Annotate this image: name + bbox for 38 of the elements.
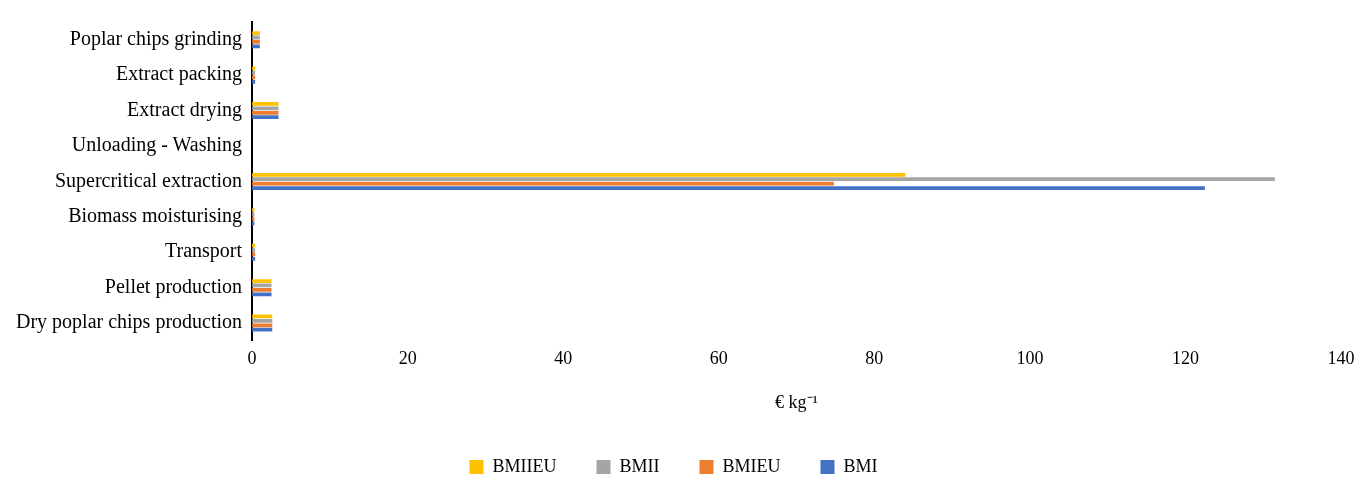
y-tick-label: Biomass moisturising — [68, 204, 243, 228]
y-tick-label: Extract drying — [127, 97, 243, 121]
bar — [252, 186, 1205, 190]
y-tick-label: Extract packing — [116, 62, 243, 86]
legend-label: BMII — [619, 455, 660, 476]
bar — [252, 323, 273, 328]
legend-label: BMIIEU — [492, 455, 557, 476]
bar — [252, 172, 906, 177]
x-tick-label: 20 — [398, 348, 417, 369]
bar — [252, 327, 273, 332]
y-tick-label: Supercritical extraction — [54, 168, 243, 192]
x-tick-label: 120 — [1171, 348, 1199, 369]
bar — [252, 106, 279, 111]
bar — [252, 292, 272, 297]
bar — [252, 102, 279, 106]
bar — [252, 177, 1275, 182]
bar — [252, 115, 279, 120]
legend-label: BMIEU — [722, 455, 781, 476]
y-tick-label: Poplar chips grinding — [69, 26, 243, 50]
x-tick-label: 80 — [865, 348, 884, 369]
bar — [252, 40, 260, 44]
bar — [252, 318, 273, 323]
x-tick-label: 0 — [247, 348, 257, 369]
x-tick-label: 100 — [1016, 348, 1044, 369]
y-tick-label: Pellet production — [104, 274, 243, 298]
x-axis-title: € kg⁻¹ — [775, 391, 818, 412]
bar — [252, 31, 260, 35]
x-tick-label: 60 — [709, 348, 728, 369]
x-tick-label: 140 — [1327, 348, 1355, 369]
x-tick-label: 40 — [554, 348, 573, 369]
y-tick-label: Transport — [165, 239, 243, 263]
legend-label: BMI — [843, 455, 878, 476]
bar — [252, 44, 260, 49]
y-tick-label: Dry poplar chips production — [15, 310, 243, 334]
bar — [252, 279, 272, 283]
bar — [252, 288, 272, 292]
y-tick-label: Unloading - Washing — [71, 133, 243, 157]
bar — [252, 110, 279, 115]
